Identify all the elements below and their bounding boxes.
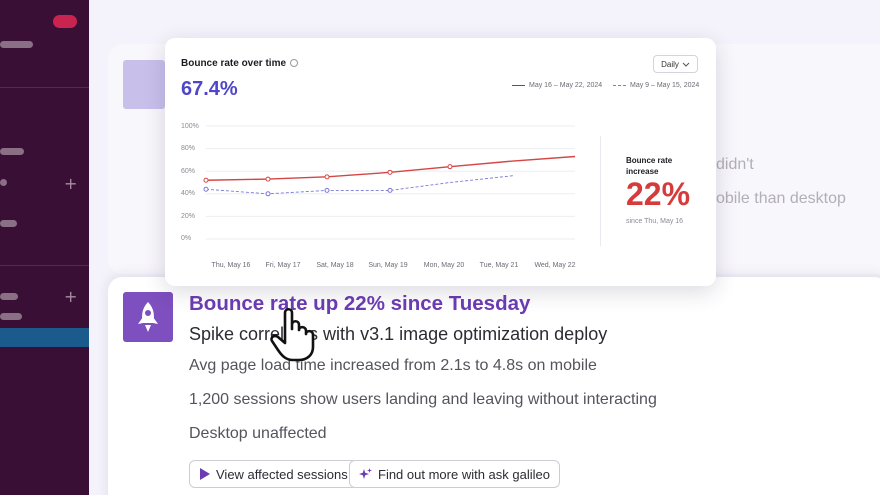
notification-badge[interactable] (53, 15, 77, 28)
data-point[interactable] (203, 186, 209, 192)
data-point[interactable] (324, 187, 330, 193)
ask-galileo-button[interactable]: Find out more with ask galileo (349, 460, 560, 488)
data-point[interactable] (387, 187, 393, 193)
chart-title: Bounce rate over time (181, 58, 287, 69)
rocket-icon (123, 292, 173, 342)
y-tick-label: 60% (181, 168, 196, 175)
data-point[interactable] (387, 169, 393, 175)
x-tick-label: Tue, May 21 (479, 262, 519, 269)
x-tick-label: Thu, May 16 (211, 262, 251, 269)
insight-bullet: Avg page load time increased from 2.1s t… (189, 357, 597, 374)
sidebar-item[interactable] (0, 148, 24, 155)
y-tick-label: 80% (181, 145, 196, 152)
sidebar-item[interactable] (0, 41, 33, 48)
divider (600, 136, 601, 246)
sidebar-item[interactable] (0, 313, 22, 320)
insight-subline: Spike correlates with v3.1 image optimiz… (189, 324, 608, 344)
insight-bullet: Desktop unaffected (189, 425, 327, 442)
x-tick-label: Mon, May 20 (423, 262, 465, 269)
insight-headline: Bounce rate up 22% since Tuesday (189, 292, 531, 315)
data-point[interactable] (447, 164, 453, 170)
add-icon[interactable]: + (64, 174, 78, 193)
series-line-previous (205, 175, 514, 195)
button-label: Find out more with ask galileo (378, 466, 550, 482)
legend-swatch (512, 85, 525, 86)
hand-pointer-icon (268, 305, 320, 368)
x-tick-label: Fri, May 17 (265, 262, 301, 269)
legend-swatch (613, 85, 626, 86)
x-tick-label: Sun, May 19 (368, 262, 408, 269)
insight-card (108, 277, 880, 495)
legend-item-previous: May 9 – May 15, 2024 (613, 82, 699, 89)
sidebar-divider (0, 87, 89, 88)
interval-select[interactable]: Daily (653, 55, 698, 73)
add-icon[interactable]: + (64, 287, 78, 306)
help-icon[interactable] (290, 59, 298, 67)
line-chart (203, 125, 576, 240)
sidebar-item[interactable] (0, 179, 7, 186)
sidebar-item-active[interactable] (0, 328, 89, 347)
x-tick-label: Sat, May 18 (316, 262, 354, 269)
y-tick-label: 100% (181, 123, 199, 130)
data-point[interactable] (324, 174, 330, 180)
increase-since: since Thu, May 16 (626, 218, 684, 225)
bounce-rate-value: 67.4% (181, 78, 238, 100)
sidebar-divider (0, 265, 89, 266)
increase-label: Bounce rate increase (626, 156, 673, 176)
rocket-icon (123, 60, 165, 109)
legend-label: May 16 – May 22, 2024 (529, 82, 603, 89)
data-point[interactable] (265, 191, 271, 197)
interval-select-value: Daily (661, 59, 679, 69)
y-tick-label: 40% (181, 190, 196, 197)
sidebar-item[interactable] (0, 293, 18, 300)
data-point[interactable] (203, 177, 209, 183)
data-point[interactable] (265, 176, 271, 182)
background-text: obile than desktop (716, 190, 846, 207)
sparkle-icon (359, 467, 372, 481)
y-tick-label: 0% (181, 235, 192, 242)
play-icon (199, 468, 210, 480)
button-label: View affected sessions (216, 466, 348, 482)
y-tick-label: 20% (181, 213, 196, 220)
x-tick-label: Wed, May 22 (534, 262, 576, 269)
sidebar: + + (0, 0, 89, 495)
series-line-current (205, 155, 576, 181)
insight-bullet: 1,200 sessions show users landing and le… (189, 391, 657, 408)
legend-item-current: May 16 – May 22, 2024 (512, 82, 602, 89)
increase-value: 22% (626, 176, 691, 212)
background-text: didn't (716, 156, 754, 173)
sidebar-item[interactable] (0, 220, 17, 227)
chevron-down-icon (682, 60, 690, 69)
legend-label: May 9 – May 15, 2024 (630, 82, 700, 89)
view-affected-sessions-button[interactable]: View affected sessions (189, 460, 358, 488)
bounce-rate-chart-card: Bounce rate over time 67.4% Daily May 16… (165, 38, 716, 286)
